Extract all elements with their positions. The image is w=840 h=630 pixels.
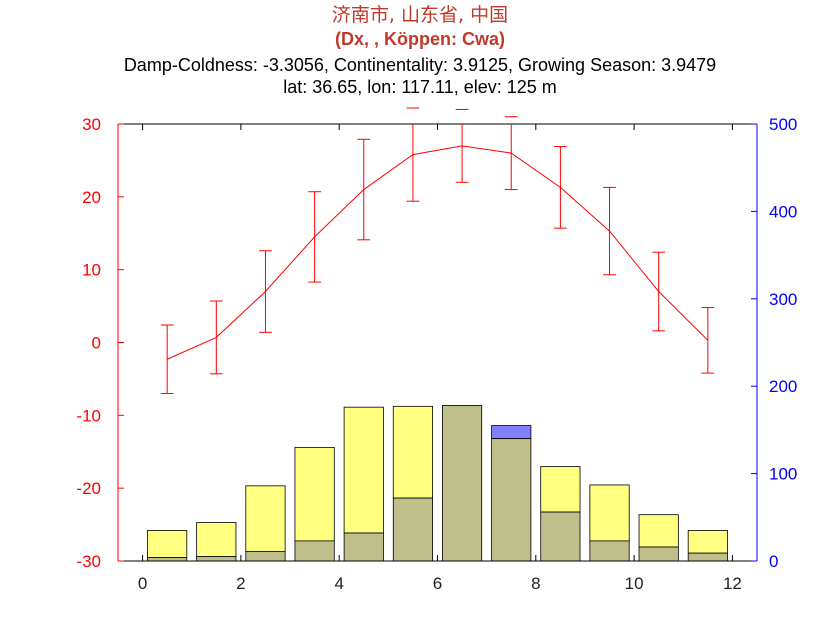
bar-overlap-8 <box>491 438 532 562</box>
y-right-tick-label: 300 <box>769 290 797 309</box>
y-right-tick-label: 400 <box>769 202 797 221</box>
bar-upper-2 <box>196 522 237 558</box>
x-tick-label: 0 <box>138 574 147 593</box>
bar-upper-1 <box>147 530 188 558</box>
bar-upper-6 <box>392 405 433 499</box>
bar-upper-11 <box>638 514 679 548</box>
y-right-tick-label: 500 <box>769 115 797 134</box>
bar-overlap-5 <box>343 532 384 562</box>
x-tick-label: 10 <box>625 574 644 593</box>
y-left-tick-label: -20 <box>76 479 101 498</box>
bar-upper-9 <box>540 466 581 513</box>
x-tick-label: 12 <box>723 574 742 593</box>
y-left-tick-label: 30 <box>82 115 101 134</box>
bar-overlap-11 <box>638 546 679 562</box>
y-left-tick-label: 20 <box>82 188 101 207</box>
bar-overlap-9 <box>540 511 581 562</box>
y-right-tick-label: 100 <box>769 465 797 484</box>
bar-overlap-12 <box>687 552 728 562</box>
y-left-tick-label: -10 <box>76 406 101 425</box>
x-tick-label: 4 <box>334 574 343 593</box>
bar-upper-4 <box>294 446 335 542</box>
chart-titles: 济南市, 山东省, 中国 (Dx, , Köppen: Cwa) Damp-Co… <box>0 4 840 98</box>
bar-upper-3 <box>245 485 286 552</box>
y-left-tick-label: -30 <box>76 552 101 571</box>
y-left-tick-label: 0 <box>92 334 101 353</box>
chart-title-climate-class: (Dx, , Köppen: Cwa) <box>335 29 505 49</box>
bar-upper-12 <box>687 530 728 554</box>
chart-title-city: 济南市, 山东省, 中国 <box>331 4 509 26</box>
bar-overlap-2 <box>196 556 237 562</box>
bar-overlap-3 <box>245 550 286 562</box>
chart-title-indices: Damp-Coldness: -3.3056, Continentality: … <box>123 55 717 75</box>
temperature-line <box>166 145 709 360</box>
bar-overlap-10 <box>589 540 630 562</box>
bar-overlap-7 <box>442 405 483 562</box>
y-left-tick-label: 10 <box>82 261 101 280</box>
x-tick-label: 8 <box>531 574 540 593</box>
x-tick-label: 6 <box>433 574 442 593</box>
bar-upper-10 <box>589 484 630 542</box>
y-right-tick-label: 200 <box>769 377 797 396</box>
x-tick-label: 2 <box>236 574 245 593</box>
bar-overlap-6 <box>392 497 433 562</box>
chart-title-location: lat: 36.65, lon: 117.11, elev: 125 m <box>283 77 557 97</box>
bar-upper-5 <box>343 406 384 534</box>
bar-overlap-4 <box>294 540 335 562</box>
bar-upper-8 <box>491 425 532 440</box>
y-right-tick-label: 0 <box>769 552 778 571</box>
bar-overlap-1 <box>147 557 188 562</box>
